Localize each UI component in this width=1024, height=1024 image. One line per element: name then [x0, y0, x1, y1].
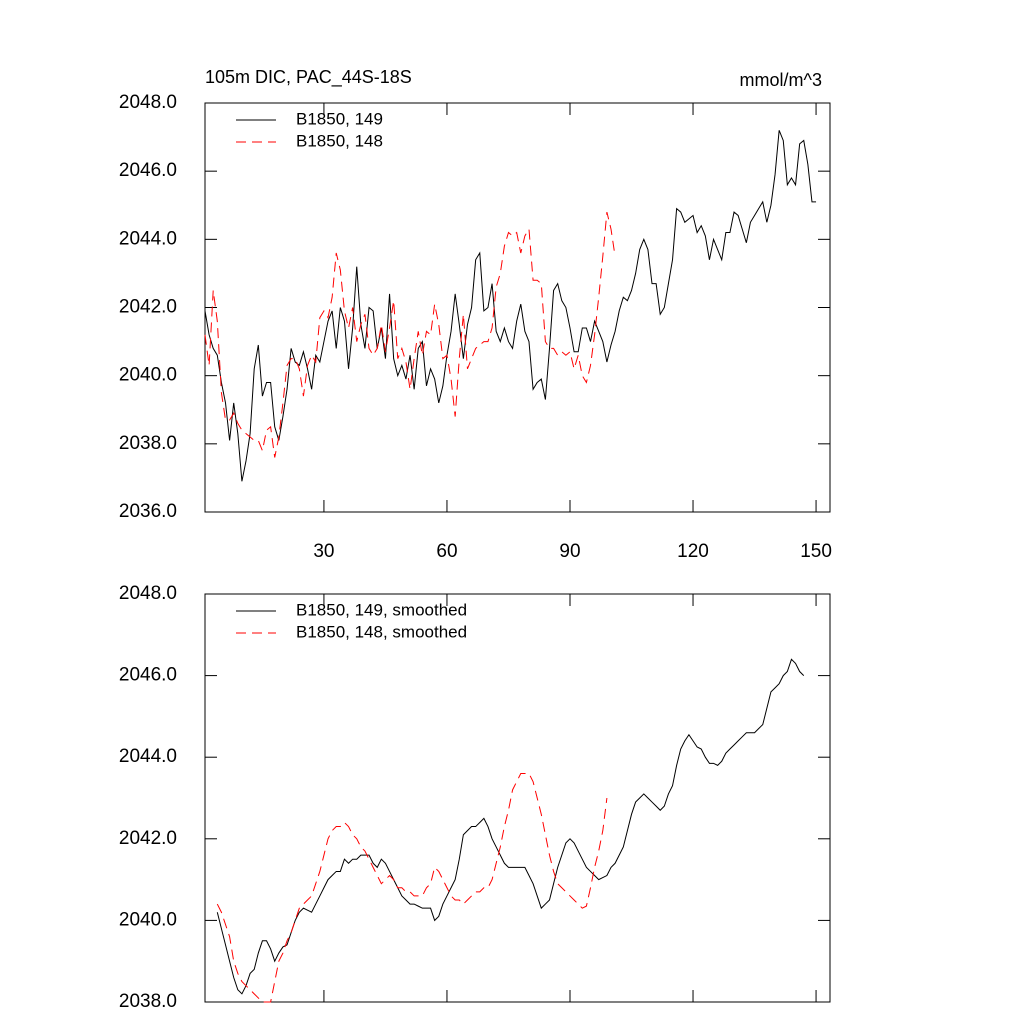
y-tick-label: 2048.0	[119, 583, 177, 604]
y-tick-label: 2038.0	[119, 433, 177, 454]
y-tick-label: 2038.0	[119, 991, 177, 1012]
legend-label: B1850, 149, smoothed	[296, 600, 467, 619]
legend-label: B1850, 148, smoothed	[296, 622, 467, 641]
series-line	[204, 130, 817, 482]
legend-label: B1850, 149	[296, 109, 383, 128]
y-tick-label: 2036.0	[119, 501, 177, 522]
series-line	[216, 773, 608, 1003]
y-tick-label: 2044.0	[119, 746, 177, 767]
y-tick-label: 2044.0	[119, 228, 177, 249]
series-line	[216, 658, 805, 995]
x-tick-label: 60	[436, 541, 457, 562]
series-line	[204, 211, 616, 458]
legend-label: B1850, 148	[296, 131, 383, 150]
y-tick-label: 2042.0	[119, 828, 177, 849]
plot-frame	[204, 102, 831, 513]
x-tick-label: 150	[800, 541, 832, 562]
x-tick-label: 30	[313, 541, 334, 562]
y-tick-label: 2046.0	[119, 665, 177, 686]
y-tick-label: 2040.0	[119, 909, 177, 930]
x-tick-label: 90	[559, 541, 580, 562]
chart-title: 105m DIC, PAC_44S-18S	[205, 67, 412, 88]
y-tick-label: 2046.0	[119, 160, 177, 181]
units-label: mmol/m^3	[740, 70, 822, 90]
plot-frame	[204, 593, 831, 1003]
y-tick-label: 2048.0	[119, 92, 177, 113]
y-tick-label: 2042.0	[119, 297, 177, 318]
x-tick-label: 120	[677, 541, 709, 562]
y-tick-label: 2040.0	[119, 365, 177, 386]
